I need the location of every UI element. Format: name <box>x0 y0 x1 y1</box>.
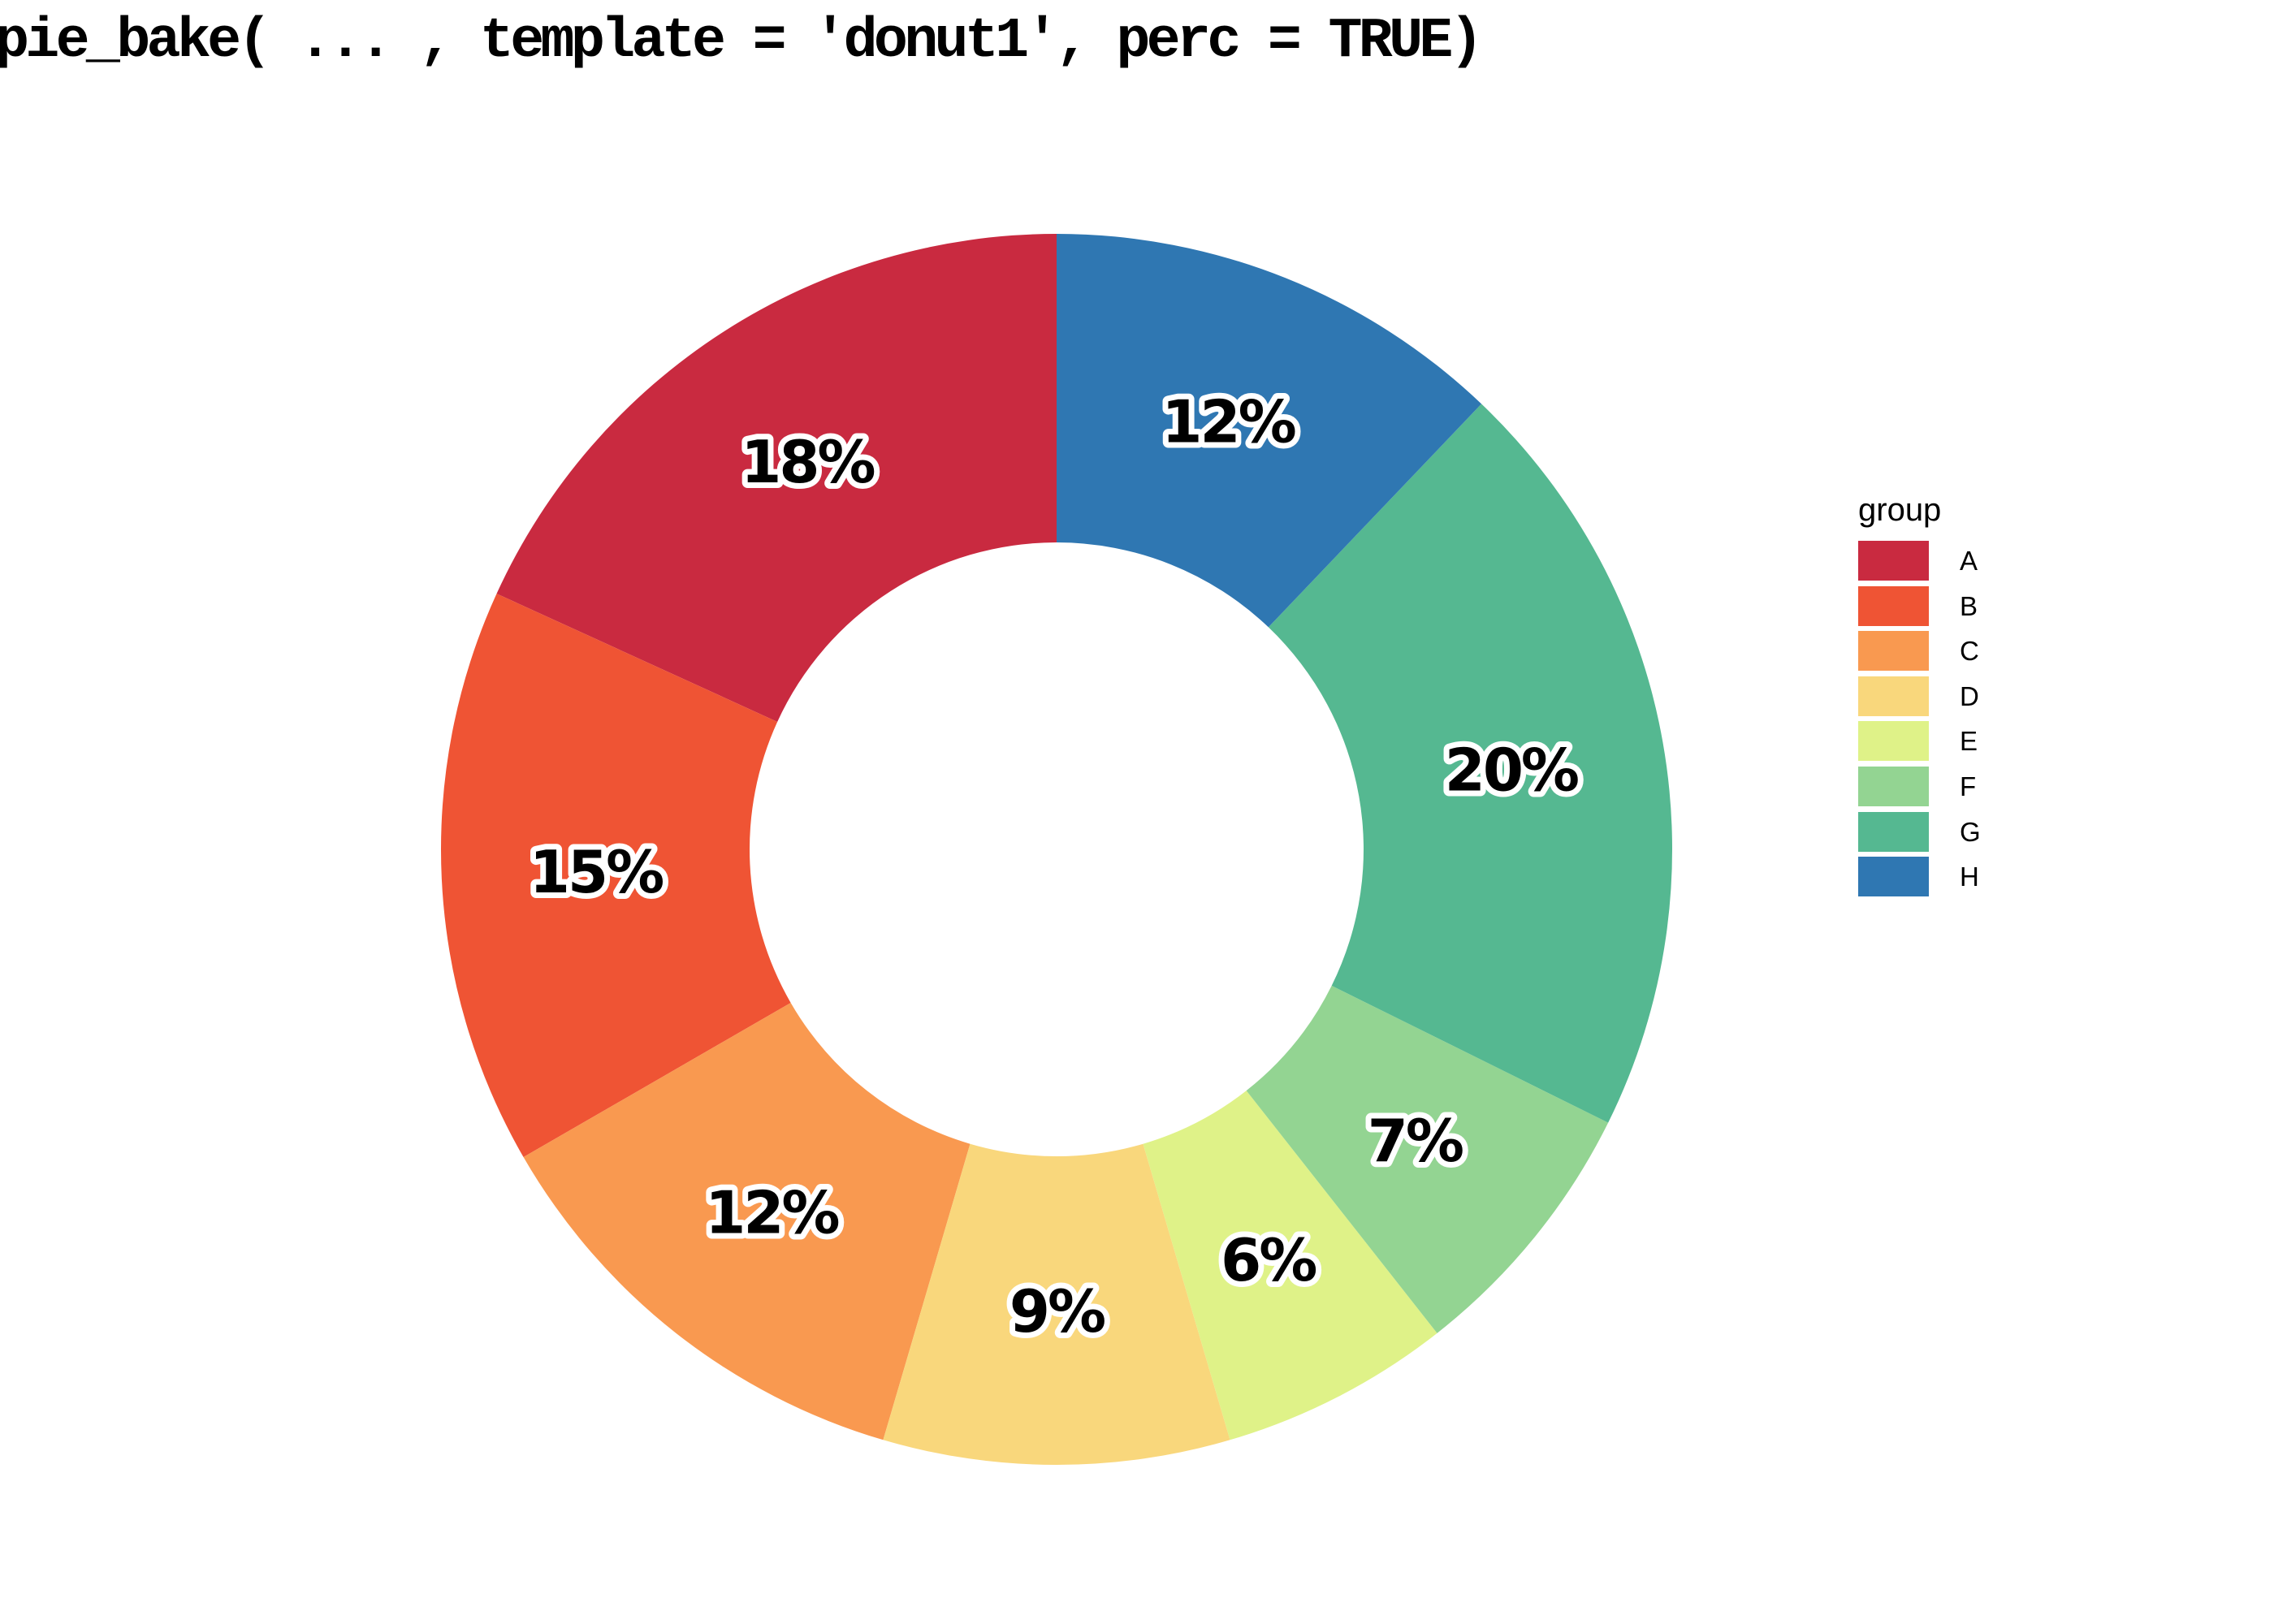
donut-slice-C <box>523 1003 971 1440</box>
slice-label-A: 18% <box>741 428 874 496</box>
legend-label-G: G <box>1960 816 1981 847</box>
donut-slice-E <box>1143 1091 1437 1440</box>
legend-swatch-G <box>1858 811 1929 852</box>
legend-item-D: D <box>1858 676 2232 716</box>
legend-swatch-C <box>1858 631 1929 672</box>
legend-swatch-E <box>1858 721 1929 762</box>
donut-slice-D <box>883 1143 1230 1466</box>
slice-label-F: 7% <box>1368 1107 1463 1175</box>
legend-item-C: C <box>1858 631 2232 672</box>
legend-item-F: F <box>1858 766 2232 806</box>
legend-label-H: H <box>1960 862 1979 892</box>
chart-title: pie_bake( ... , template = 'donut1', per… <box>0 10 1484 74</box>
legend-item-G: G <box>1858 811 2232 852</box>
legend-label-A: A <box>1960 546 1978 576</box>
legend-swatch-H <box>1858 857 1929 897</box>
legend-title: group <box>1858 492 1942 528</box>
slice-label-H: 12% <box>1161 388 1295 456</box>
slice-label-D: 9% <box>1009 1277 1105 1345</box>
slice-label-C: 12% <box>705 1178 838 1246</box>
legend-label-D: D <box>1960 680 1979 711</box>
legend-item-B: B <box>1858 585 2232 626</box>
donut-slice-H <box>1057 234 1482 628</box>
legend-label-C: C <box>1960 636 1979 667</box>
legend-label-B: B <box>1960 590 1978 621</box>
legend-label-F: F <box>1960 771 1977 801</box>
legend-item-A: A <box>1858 541 2232 581</box>
slice-label-E: 6% <box>1221 1226 1316 1294</box>
legend-item-H: H <box>1858 857 2232 897</box>
legend-swatch-B <box>1858 585 1929 626</box>
legend-item-E: E <box>1858 721 2232 762</box>
legend-swatch-D <box>1858 676 1929 716</box>
donut-slice-A <box>496 234 1057 722</box>
legend-label-E: E <box>1960 726 1978 757</box>
legend-swatch-F <box>1858 766 1929 806</box>
donut-slice-F <box>1246 985 1609 1333</box>
legend-swatch-A <box>1858 541 1929 581</box>
slice-label-G: 20% <box>1445 736 1578 804</box>
donut-slice-G <box>1268 404 1672 1123</box>
donut-slice-B <box>441 594 791 1157</box>
slice-label-B: 15% <box>530 838 663 906</box>
